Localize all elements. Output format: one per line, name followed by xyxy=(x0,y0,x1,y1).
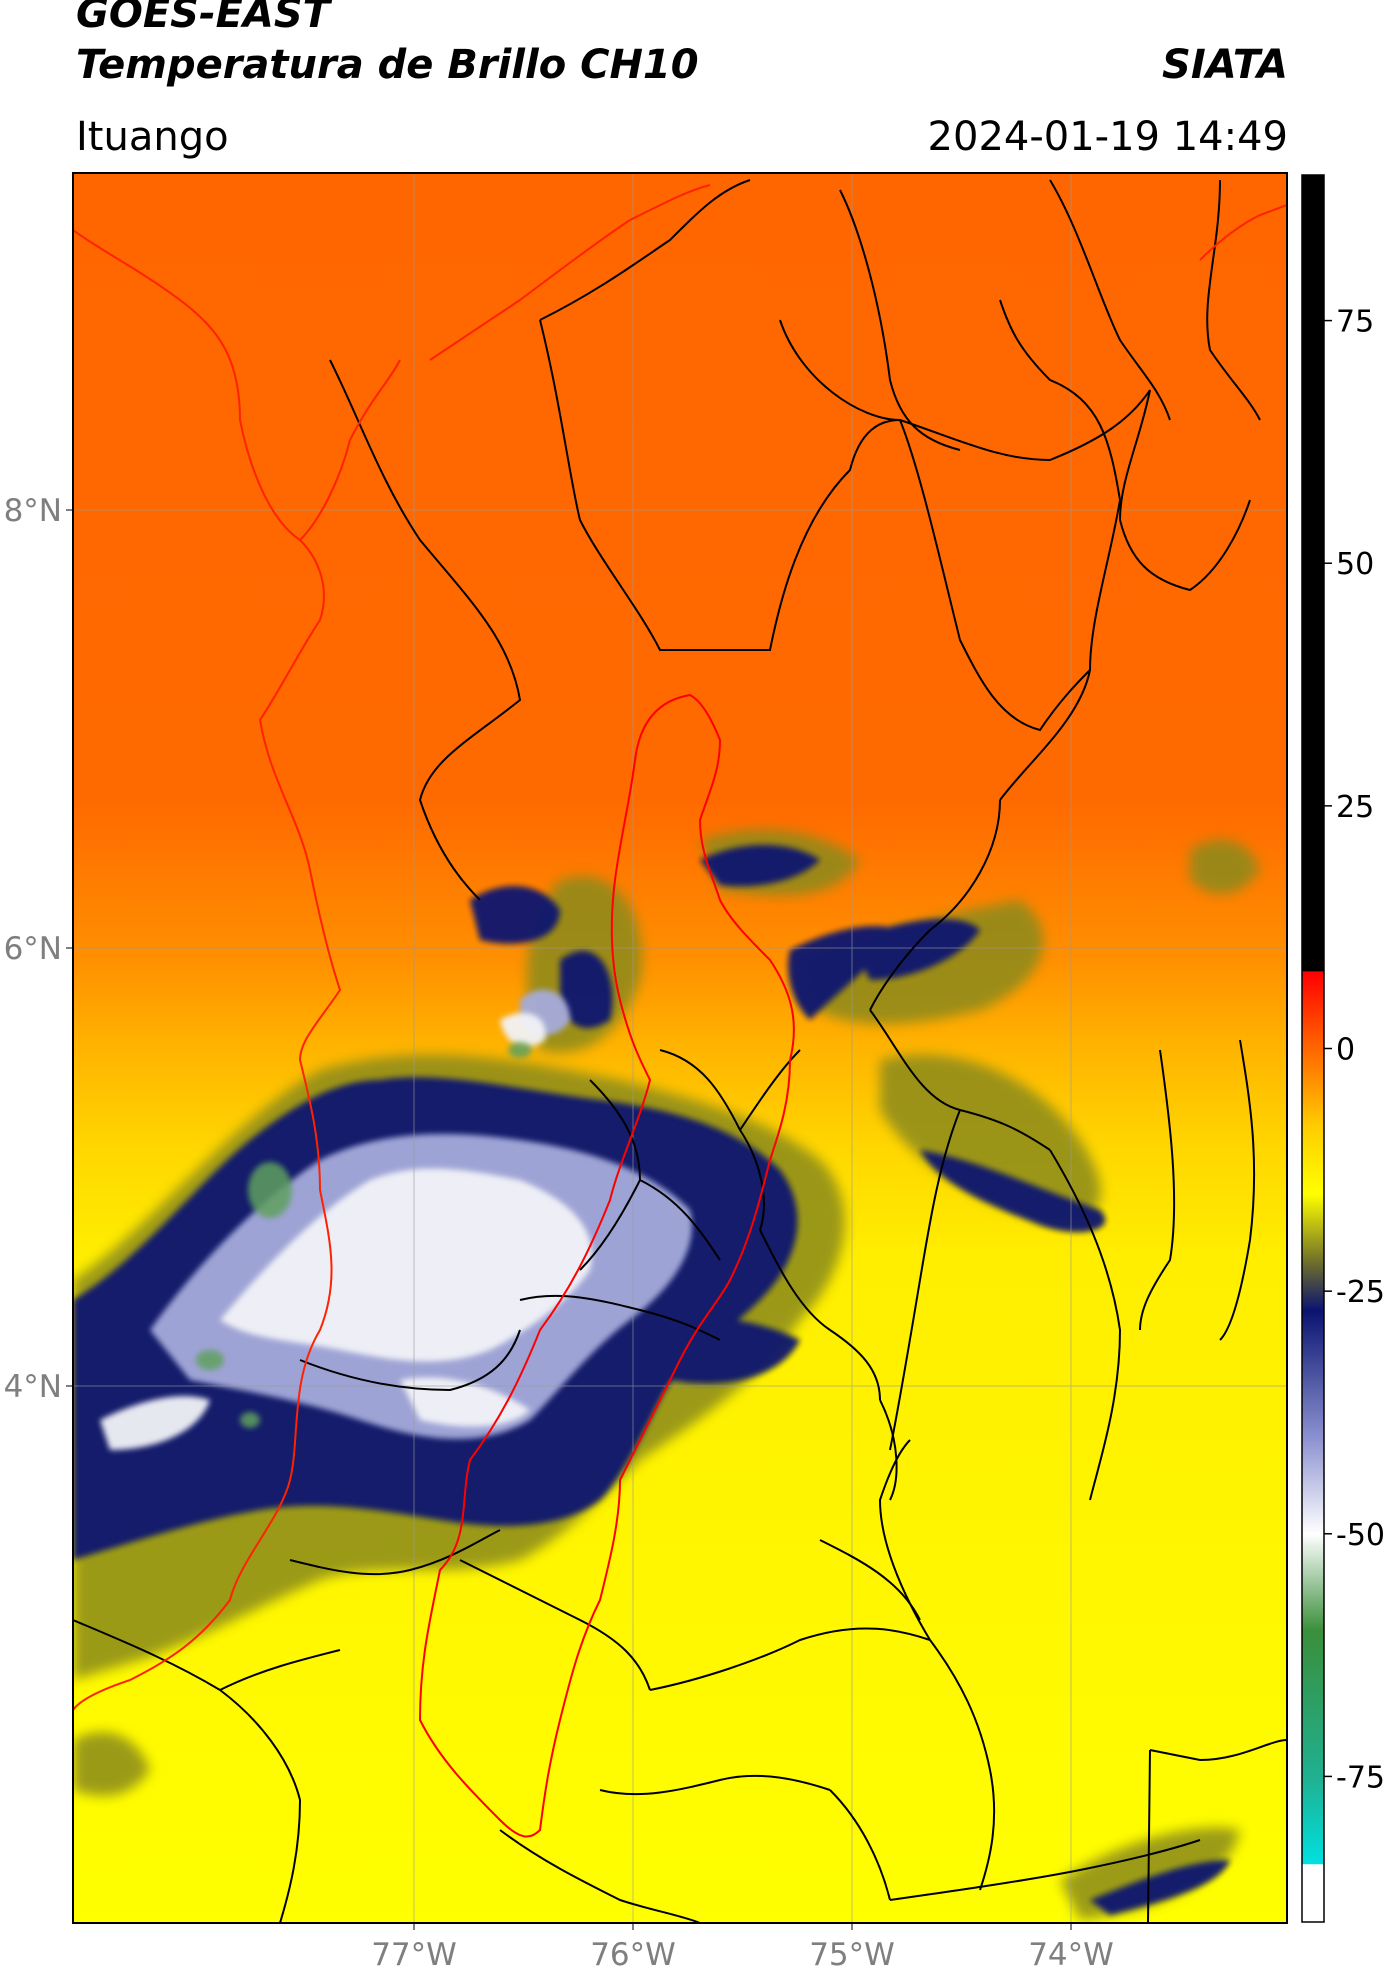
lon-label: 76°W xyxy=(590,1937,676,1973)
basin-outline xyxy=(418,693,795,1838)
satellite-title: GOES-EAST xyxy=(76,0,330,37)
admin-borders xyxy=(73,179,1287,1923)
lon-label: 74°W xyxy=(1028,1937,1114,1973)
agency-label: SIATA xyxy=(1162,42,1288,88)
datetime-label: 2024-01-19 14:49 xyxy=(927,114,1288,160)
map-frame xyxy=(72,172,1288,1924)
colorbar-tick-label: 25 xyxy=(1336,790,1374,825)
lat-label: 8°N xyxy=(4,493,62,529)
map-background xyxy=(73,173,1287,1923)
map-panel xyxy=(73,173,1287,1923)
lon-label: 77°W xyxy=(371,1937,457,1973)
lat-label: 4°N xyxy=(4,1369,62,1405)
colorbar-ticks: 75 50 25 0 -25 -50 -75 xyxy=(1324,305,1384,1795)
colorbar-tick-label: 0 xyxy=(1336,1033,1355,1068)
lon-label: 75°W xyxy=(809,1937,895,1973)
colorbar-tick-label: -50 xyxy=(1336,1518,1384,1553)
colorbar-tick-label: -25 xyxy=(1336,1275,1384,1310)
coastline xyxy=(73,184,1287,1711)
colorbar-tick-label: 50 xyxy=(1336,547,1374,582)
longitude-axis: 77°W 76°W 75°W 74°W xyxy=(371,1923,1114,1973)
colorbar: 75 50 25 0 -25 -50 -75 xyxy=(1301,174,1384,1923)
latitude-axis: 8°N 6°N 4°N xyxy=(4,493,73,1405)
colorbar-tick-label: 75 xyxy=(1336,305,1374,340)
product-title: Temperatura de Brillo CH10 xyxy=(76,42,699,88)
colorbar-scale xyxy=(1301,174,1325,1923)
lat-label: 6°N xyxy=(4,931,62,967)
colorbar-tick-label: -75 xyxy=(1336,1760,1384,1795)
region-label: Ituango xyxy=(76,114,229,160)
